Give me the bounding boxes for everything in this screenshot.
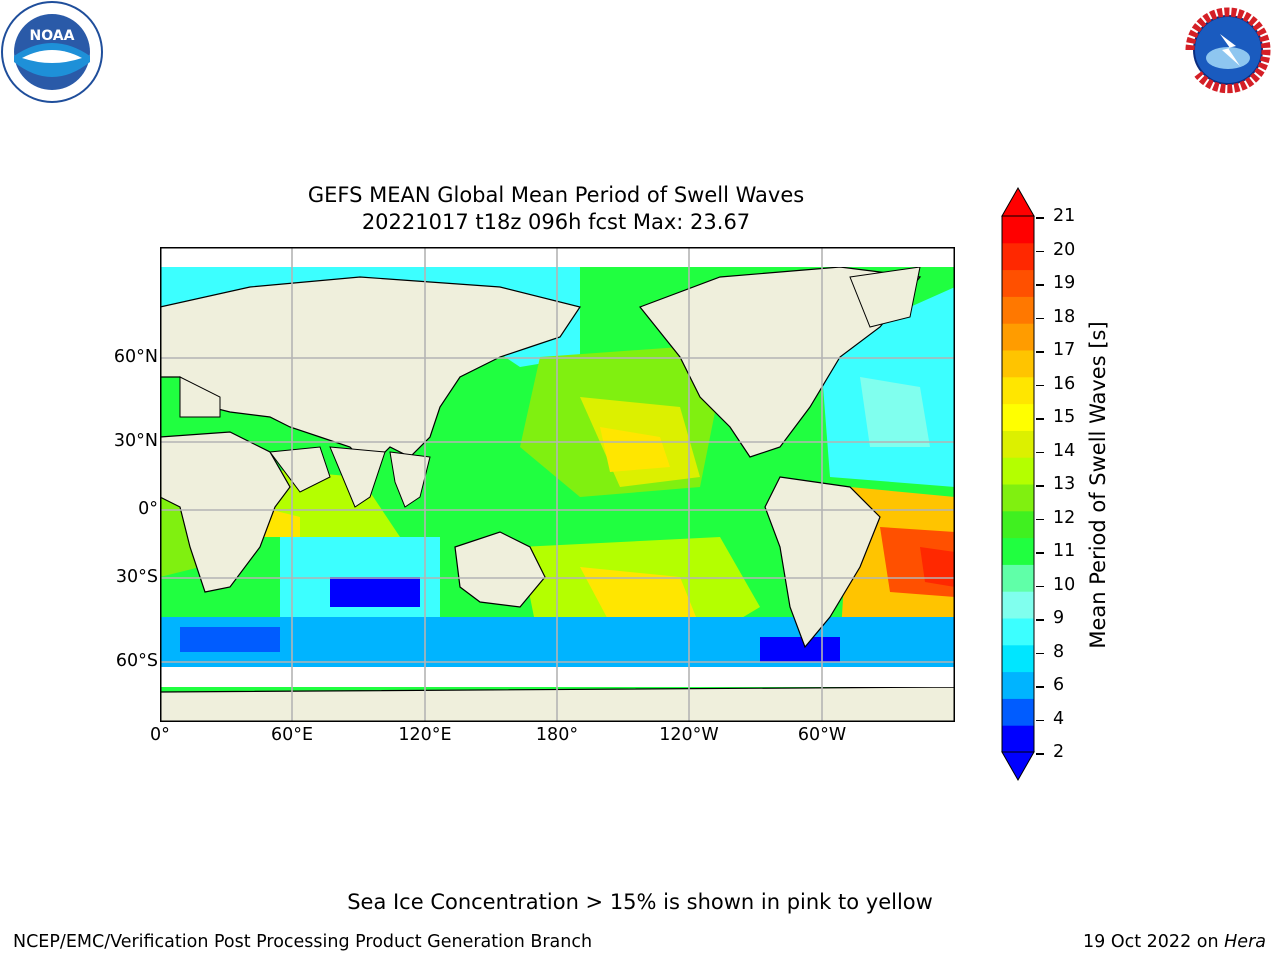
colorbar-tick-label: 10 <box>1053 574 1076 595</box>
colorbar-swatch <box>1002 484 1034 512</box>
colorbar-tick-mark <box>1036 418 1044 420</box>
colorbar-swatch <box>1002 350 1034 378</box>
footer-date-text: 19 Oct 2022 on <box>1083 932 1225 952</box>
colorbar-swatch <box>1002 376 1034 405</box>
colorbar-swatch <box>1002 510 1034 539</box>
colorbar-tick-label: 13 <box>1053 474 1076 494</box>
map-panel <box>160 247 955 722</box>
colorbar <box>1000 186 1036 782</box>
colorbar-tick-label: 14 <box>1053 440 1076 461</box>
colorbar-swatch <box>1002 618 1034 646</box>
lat-label-eq: 0° <box>138 499 158 519</box>
colorbar-tick-label: 20 <box>1053 239 1076 260</box>
colorbar-tick-mark <box>1036 451 1044 453</box>
noaa-logo: NOAA <box>0 0 104 104</box>
land-masses <box>160 247 955 722</box>
colorbar-tick-label: 12 <box>1053 507 1076 528</box>
colorbar-tick-mark <box>1036 284 1044 286</box>
colorbar-swatch <box>1002 216 1034 244</box>
lat-label-30n: 30°N <box>113 431 158 451</box>
colorbar-tick-mark <box>1036 351 1044 353</box>
footer-date: 19 Oct 2022 on Hera <box>1083 932 1266 952</box>
colorbar-tick-label: 2 <box>1053 742 1065 762</box>
colorbar-tick-mark <box>1036 250 1044 252</box>
colorbar-tick-mark <box>1036 585 1044 587</box>
footer-host: Hera <box>1224 932 1266 952</box>
colorbar-label: Mean Period of Swell Waves [s] <box>1086 321 1110 649</box>
colorbar-swatch <box>1002 644 1034 673</box>
colorbar-swatch <box>1002 269 1034 297</box>
colorbar-tick-mark <box>1036 317 1044 319</box>
lon-label-180: 180° <box>535 725 579 745</box>
colorbar-tick-mark <box>1036 217 1044 219</box>
colorbar-tick-mark <box>1036 485 1044 487</box>
colorbar-frame <box>1001 215 1035 753</box>
lon-label-0: 0° <box>150 725 170 745</box>
map-gridlines <box>160 247 955 722</box>
colorbar-swatch <box>1002 671 1034 699</box>
lon-label-120e: 120°E <box>398 725 452 745</box>
colorbar-tick-label: 19 <box>1053 273 1076 293</box>
lat-label-60s: 60°S <box>115 651 158 671</box>
colorbar-tick-label: 6 <box>1053 675 1065 695</box>
colorbar-tick-label: 16 <box>1053 373 1076 394</box>
colorbar-swatch <box>1002 457 1034 485</box>
lat-label-60n: 60°N <box>113 347 158 367</box>
noaa-logo-text: NOAA <box>30 28 75 44</box>
colorbar-tick-mark <box>1036 686 1044 688</box>
lat-label-30s: 30°S <box>115 567 158 587</box>
colorbar-tick-mark <box>1036 384 1044 386</box>
colorbar-swatch <box>1002 430 1034 458</box>
colorbar-tick-label: 18 <box>1053 306 1076 327</box>
sea-ice-note: Sea Ice Concentration > 15% is shown in … <box>347 890 933 914</box>
nws-logo <box>1178 0 1280 100</box>
colorbar-swatch <box>1002 698 1034 726</box>
colorbar-swatch <box>1002 296 1034 324</box>
lon-label-60e: 60°E <box>270 725 314 745</box>
colorbar-tick-label: 9 <box>1053 608 1065 628</box>
colorbar-min-arrow <box>1001 751 1035 782</box>
colorbar-tick-label: 8 <box>1053 641 1065 662</box>
chart-title: GEFS MEAN Global Mean Period of Swell Wa… <box>156 182 956 236</box>
colorbar-swatch <box>1002 537 1034 565</box>
colorbar-swatch <box>1002 403 1034 431</box>
swell-period-field <box>160 267 955 667</box>
colorbar-swatch <box>1002 242 1034 271</box>
title-line-1: GEFS MEAN Global Mean Period of Swell Wa… <box>307 183 805 207</box>
colorbar-tick-mark <box>1036 552 1044 554</box>
colorbar-tick-mark <box>1036 518 1044 520</box>
colorbar-tick-label: 4 <box>1053 708 1065 729</box>
colorbar-tick-mark <box>1036 753 1044 755</box>
colorbar-swatch <box>1002 591 1034 619</box>
lon-label-60w: 60°W <box>797 725 847 745</box>
colorbar-tick-label: 15 <box>1053 407 1076 427</box>
colorbar-swatch <box>1002 725 1034 753</box>
title-line-2: 20221017 t18z 096h fcst Max: 23.67 <box>361 210 751 234</box>
colorbar-swatch <box>1002 323 1034 351</box>
lon-label-120w: 120°W <box>659 725 719 745</box>
colorbar-tick-label: 21 <box>1053 206 1076 226</box>
colorbar-tick-mark <box>1036 619 1044 621</box>
colorbar-swatch <box>1002 564 1034 592</box>
colorbar-tick-mark <box>1036 719 1044 721</box>
colorbar-max-arrow <box>1001 186 1035 217</box>
footer-credit: NCEP/EMC/Verification Post Processing Pr… <box>13 932 593 952</box>
colorbar-tick-label: 11 <box>1053 541 1076 561</box>
colorbar-tick-label: 17 <box>1053 340 1076 360</box>
colorbar-tick-mark <box>1036 652 1044 654</box>
